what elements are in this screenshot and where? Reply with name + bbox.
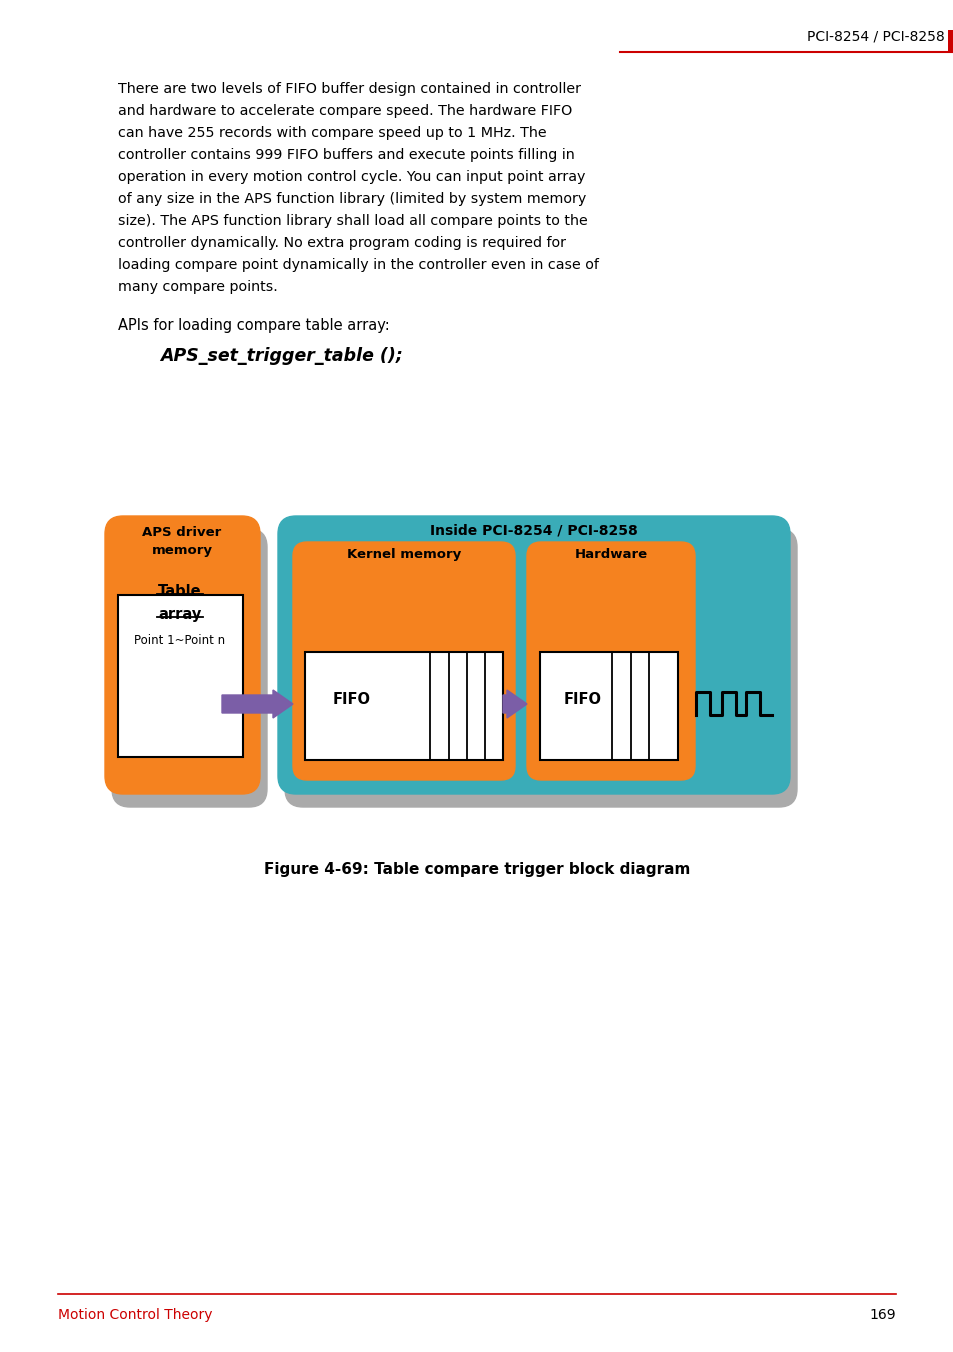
Text: There are two levels of FIFO buffer design contained in controller: There are two levels of FIFO buffer desi…	[118, 82, 580, 96]
FancyArrow shape	[222, 690, 293, 718]
Text: APS driver: APS driver	[142, 526, 221, 539]
FancyBboxPatch shape	[293, 542, 515, 780]
Text: Motion Control Theory: Motion Control Theory	[58, 1307, 213, 1322]
Text: Kernel memory: Kernel memory	[347, 548, 460, 561]
Text: of any size in the APS function library (limited by system memory: of any size in the APS function library …	[118, 192, 586, 206]
Text: APIs for loading compare table array:: APIs for loading compare table array:	[118, 318, 390, 333]
Bar	[539, 652, 678, 760]
Bar	[118, 595, 243, 757]
Text: size). The APS function library shall load all compare points to the: size). The APS function library shall lo…	[118, 214, 587, 228]
FancyBboxPatch shape	[105, 516, 260, 794]
FancyArrow shape	[502, 690, 526, 718]
Text: Hardware: Hardware	[574, 548, 647, 561]
Text: Point 1~Point n: Point 1~Point n	[134, 634, 225, 648]
Bar	[305, 652, 502, 760]
Text: Table: Table	[158, 584, 202, 599]
FancyBboxPatch shape	[526, 542, 695, 780]
Text: controller dynamically. No extra program coding is required for: controller dynamically. No extra program…	[118, 237, 565, 250]
Text: memory: memory	[152, 544, 213, 557]
FancyBboxPatch shape	[112, 529, 267, 807]
Text: Figure 4-69: Table compare trigger block diagram: Figure 4-69: Table compare trigger block…	[264, 863, 689, 877]
Text: Inside PCI-8254 / PCI-8258: Inside PCI-8254 / PCI-8258	[430, 525, 638, 538]
Bar	[947, 30, 952, 51]
Text: operation in every motion control cycle. You can input point array: operation in every motion control cycle.…	[118, 170, 585, 184]
Text: APS_set_trigger_table ();: APS_set_trigger_table ();	[160, 347, 402, 365]
Text: controller contains 999 FIFO buffers and execute points filling in: controller contains 999 FIFO buffers and…	[118, 147, 574, 162]
Text: array: array	[158, 607, 201, 622]
Text: and hardware to accelerate compare speed. The hardware FIFO: and hardware to accelerate compare speed…	[118, 104, 572, 118]
FancyBboxPatch shape	[277, 516, 789, 794]
Text: can have 255 records with compare speed up to 1 MHz. The: can have 255 records with compare speed …	[118, 126, 546, 141]
Text: many compare points.: many compare points.	[118, 280, 277, 293]
Text: loading compare point dynamically in the controller even in case of: loading compare point dynamically in the…	[118, 258, 598, 272]
Text: PCI-8254 / PCI-8258: PCI-8254 / PCI-8258	[806, 28, 944, 43]
Text: FIFO: FIFO	[333, 692, 371, 707]
Text: 169: 169	[868, 1307, 895, 1322]
FancyBboxPatch shape	[285, 529, 796, 807]
Text: FIFO: FIFO	[563, 692, 601, 707]
